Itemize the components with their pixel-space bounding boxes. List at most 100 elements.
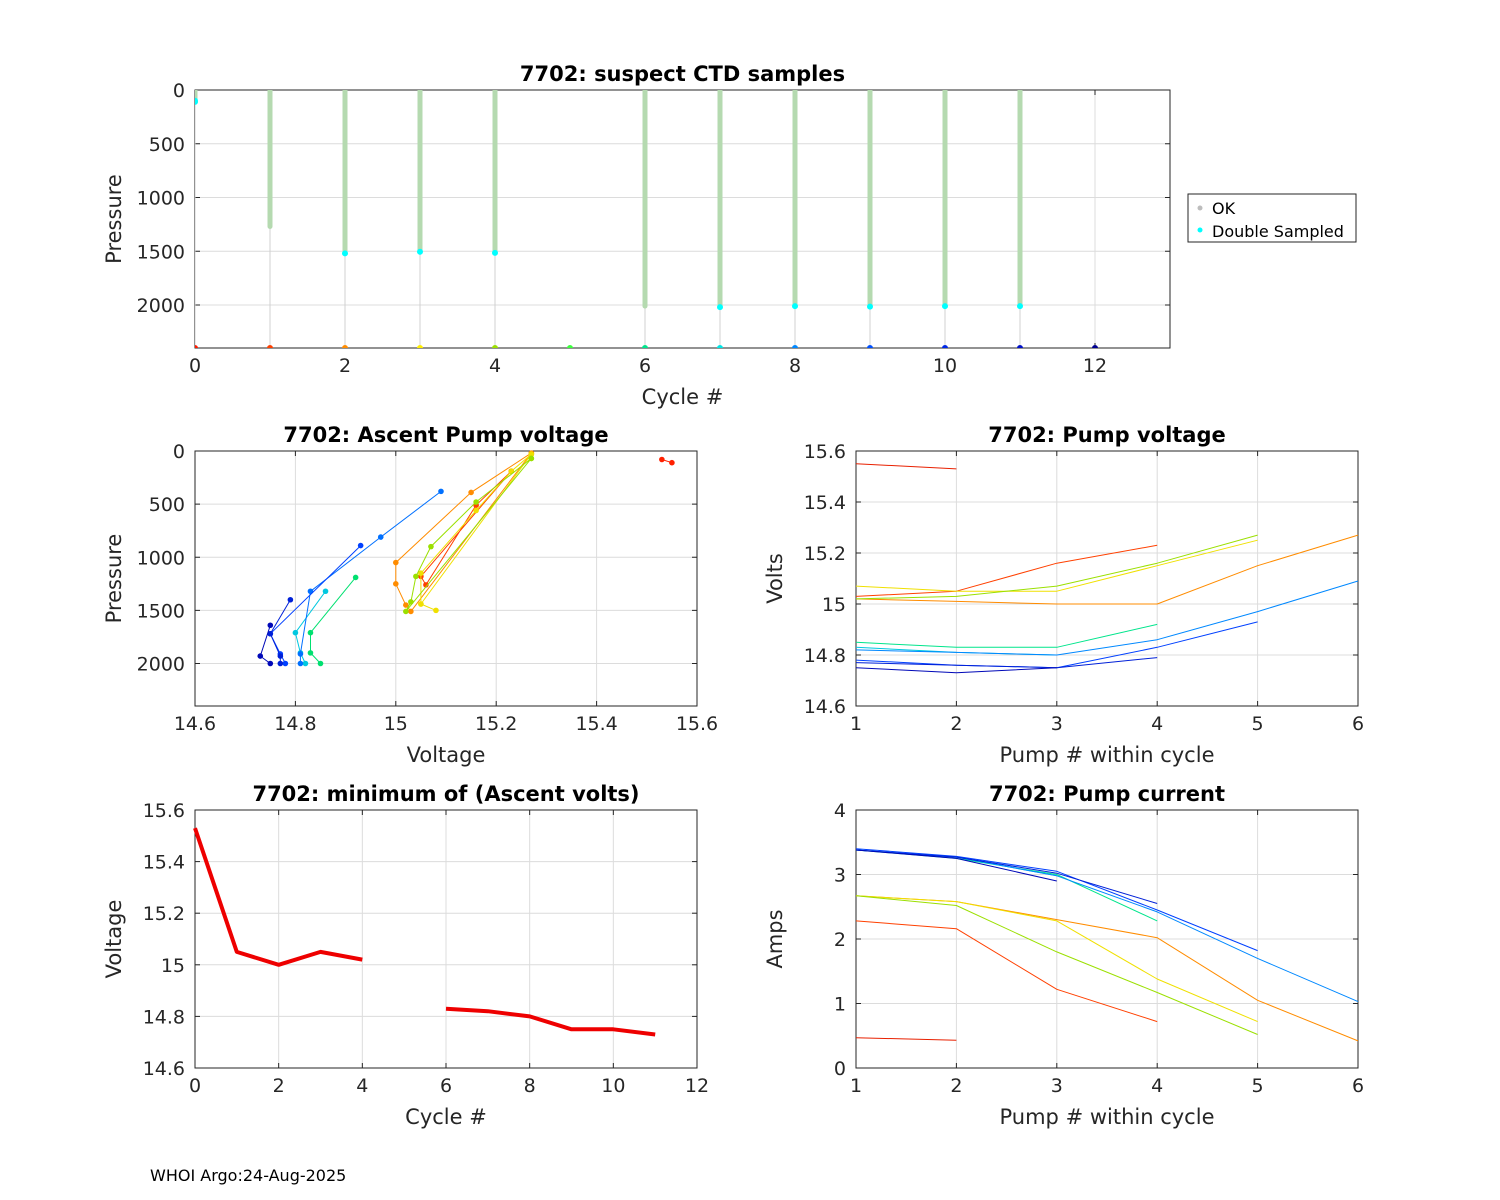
series-line [855,534,1359,605]
cycle-marker [1017,345,1023,348]
data-point [307,629,314,636]
y-axis-label: Volts [763,553,787,604]
x-tick-label: 6 [1352,713,1364,735]
cycle-marker [342,345,348,348]
axes-minv: 0 2 4 6 8 10 12 14.6 14.8 15 15.2 15.4 15.6 7702: min… [102,782,709,1129]
data-point [377,534,384,540]
cycle-marker [267,345,273,348]
y-tick-label: 500 [149,494,185,516]
x-tick-label: 12 [1083,355,1107,377]
x-tick-label: 5 [1252,1075,1264,1097]
y-axis-label: Voltage [102,900,126,979]
x-tick-label: 4 [1151,1075,1163,1097]
x-tick-label: 0 [189,1075,201,1097]
y-axis-label: Amps [763,909,787,968]
chart-title: 7702: Pump current [989,782,1225,806]
data-point [267,622,274,629]
x-tick-label: 6 [639,355,651,377]
double-sampled-point [717,304,723,311]
x-tick-label: 6 [440,1075,452,1097]
axes-ctd: 0 2 4 6 8 10 12 0 500 1000 1500 2000 7702: suspect C… [102,62,1357,409]
series-line [855,544,1158,597]
chart-title: 7702: Ascent Pump voltage [283,423,608,447]
data-point [297,660,304,667]
series-line [294,591,326,664]
series-line [855,849,1158,904]
axes-frame [855,809,1359,1069]
data-point [659,456,665,463]
legend-ok-label: OK [1212,199,1236,218]
y-tick-label: 2000 [137,295,185,317]
series-line [855,848,1258,952]
data-point [433,607,439,614]
data-point [292,629,299,636]
y-tick-label: 15.4 [143,852,185,874]
y-tick-label: 2 [834,929,846,951]
y-tick-label: 15.2 [804,543,846,565]
x-tick-label: 10 [601,1075,625,1097]
data-point [267,660,274,667]
series-line [855,534,1258,600]
x-tick-label: 1 [850,1075,862,1097]
y-tick-label: 2000 [137,654,185,676]
data-point [408,599,414,605]
series-line [855,849,1057,882]
legend-box [1187,193,1357,243]
x-tick-label: 15.2 [475,713,517,735]
data-point [317,660,324,667]
series-line [855,657,1158,669]
y-tick-label: 4 [834,800,846,822]
data-point [357,542,364,549]
y-tick-label: 14.6 [804,696,846,718]
x-tick-label: 2 [950,713,962,735]
x-tick-label: 2 [339,355,351,377]
data-point [413,573,419,580]
x-tick-label: 3 [1051,1075,1063,1097]
double-sampled-point [1017,303,1023,310]
x-tick-label: 14.8 [274,713,316,735]
data-point [393,581,399,587]
cycle-marker [492,345,498,348]
double-sampled-point [792,303,798,310]
double-sampled-point [942,303,948,310]
x-tick-label: 3 [1051,713,1063,735]
data-point [473,507,479,514]
series-line [855,463,957,470]
x-tick-label: 8 [524,1075,536,1097]
profiles-layer [195,90,1098,348]
data-point [322,588,329,595]
x-tick-label: 8 [789,355,801,377]
chart-title: 7702: suspect CTD samples [520,62,845,86]
y-tick-label: 15.4 [804,492,846,514]
series-line [855,895,1258,1035]
y-tick-label: 1000 [137,188,185,210]
x-tick-label: 4 [1151,713,1163,735]
axes-frame [194,450,698,707]
y-tick-label: 0 [173,441,185,463]
double-sampled-point [195,98,198,105]
y-tick-label: 15 [161,955,185,977]
plot-area [195,451,697,706]
data-point [468,489,474,496]
series-line [855,1037,957,1041]
data-point [528,455,535,462]
series-line [855,623,1158,648]
cycle-marker [717,345,723,348]
footer-stamp: WHOI Argo:24-Aug-2025 [150,1166,347,1185]
axes-frame [855,450,1359,707]
x-axis-label: Pump # within cycle [1000,1105,1215,1129]
legend-ds-label: Double Sampled [1212,222,1344,241]
data-point [428,543,434,550]
chart-title: 7702: Pump voltage [988,423,1226,447]
legend-ds-marker [1197,227,1203,233]
x-axis-label: Pump # within cycle [1000,743,1215,767]
x-tick-label: 10 [933,355,957,377]
y-tick-label: 15 [822,594,846,616]
x-tick-label: 12 [685,1075,709,1097]
data-point [302,660,309,667]
x-tick-label: 15 [384,713,408,735]
x-tick-label: 4 [489,355,501,377]
data-point [408,608,414,615]
